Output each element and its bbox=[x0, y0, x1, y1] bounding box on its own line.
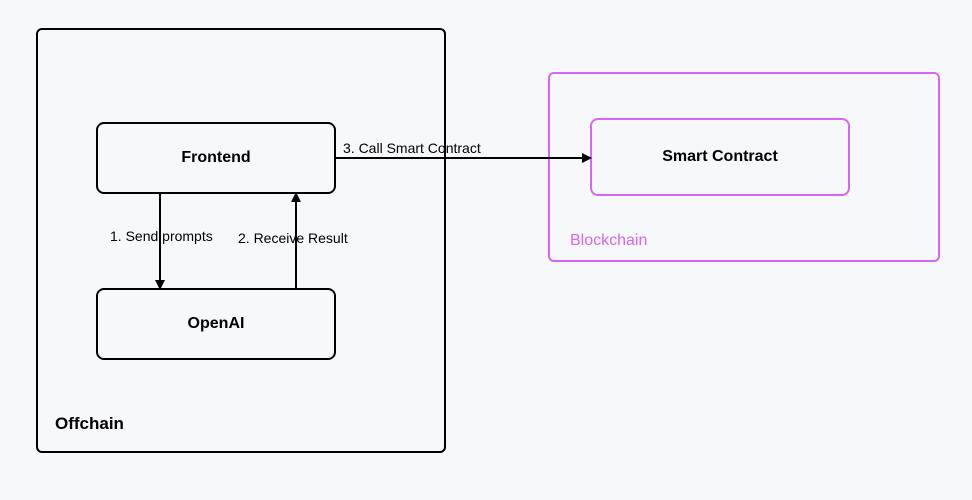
blockchain-label: Blockchain bbox=[570, 232, 647, 250]
frontend-node: Frontend bbox=[96, 122, 336, 194]
edge-label-call-contract: 3. Call Smart Contract bbox=[343, 140, 481, 156]
smart-contract-node: Smart Contract bbox=[590, 118, 850, 196]
edge-label-send-prompts: 1. Send prompts bbox=[110, 228, 213, 244]
frontend-node-label: Frontend bbox=[181, 149, 250, 167]
smart-contract-node-label: Smart Contract bbox=[662, 148, 778, 166]
offchain-label: Offchain bbox=[55, 414, 124, 434]
edge-label-receive-result: 2. Receive Result bbox=[238, 230, 348, 246]
openai-node: OpenAI bbox=[96, 288, 336, 360]
openai-node-label: OpenAI bbox=[188, 315, 245, 333]
